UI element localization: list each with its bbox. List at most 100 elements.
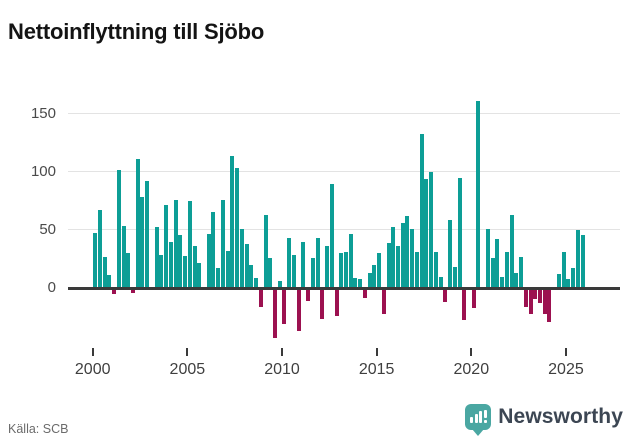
- bar-2011-Q3: [310, 258, 315, 287]
- bar-2021-Q1: [490, 258, 495, 287]
- bar-2012-Q2: [325, 246, 329, 287]
- page-title: Nettoinflyttning till Sjöbo: [8, 18, 265, 44]
- x-axis-tick-2000: [91, 348, 94, 356]
- bar-2000-Q4: [107, 275, 112, 287]
- bar-2009-Q2: [268, 258, 273, 287]
- bar-2013-Q3: [348, 233, 353, 287]
- bar-2005-Q1: [187, 201, 192, 287]
- bar-2007-Q3: [235, 167, 240, 287]
- gridline-100: [68, 171, 620, 172]
- bar-2010-Q4: [296, 289, 301, 332]
- bar-2023-Q1: [528, 289, 533, 314]
- x-axis-tick-label: 2015: [358, 361, 395, 378]
- bar-2005-Q3: [197, 262, 202, 287]
- bar-2022-Q4: [523, 289, 528, 307]
- bar-2002-Q4: [145, 181, 150, 287]
- bar-2003-Q4: [164, 204, 169, 287]
- x-axis-tick-2025: [564, 348, 567, 356]
- bar-2015-Q2: [381, 289, 386, 314]
- icon-exclamation-dot: [483, 420, 487, 423]
- bar-2023-Q4: [542, 289, 547, 314]
- bar-2002-Q2: [135, 159, 140, 287]
- zero-axis-line: [68, 287, 620, 290]
- x-axis-tick-2020: [470, 348, 473, 356]
- bar-2016-Q1: [396, 246, 400, 287]
- gridline-150: [68, 113, 620, 114]
- bar-2019-Q2: [457, 178, 462, 287]
- bar-2002-Q3: [140, 196, 145, 287]
- bar-2018-Q4: [448, 219, 452, 287]
- bar-2008-Q3: [254, 277, 258, 287]
- bar-2016-Q2: [400, 223, 405, 287]
- x-axis-tick-label: 2020: [453, 361, 490, 378]
- y-axis-tick-label: 150: [30, 105, 56, 122]
- bar-2012-Q1: [320, 289, 325, 319]
- bar-2004-Q4: [183, 255, 187, 287]
- bar-2008-Q2: [249, 265, 254, 287]
- bar-2025-Q1: [566, 278, 571, 287]
- x-axis-tick-label: 2025: [548, 361, 584, 378]
- bar-2011-Q2: [306, 289, 311, 302]
- bar-2006-Q2: [211, 211, 216, 287]
- bar-2014-Q1: [358, 278, 363, 287]
- bar-2010-Q2: [287, 238, 292, 287]
- x-axis-tick-2005: [186, 348, 189, 356]
- bar-2021-Q3: [500, 276, 505, 287]
- bar-2001-Q3: [121, 225, 126, 287]
- bar-2025-Q4: [580, 234, 585, 287]
- bar-2010-Q3: [291, 254, 296, 287]
- bar-2001-Q4: [126, 253, 131, 287]
- bar-2019-Q3: [462, 289, 467, 320]
- bar-2025-Q2: [571, 268, 576, 287]
- x-axis-tick-label: 2005: [169, 361, 206, 378]
- bar-2001-Q1: [112, 289, 116, 295]
- bar-2006-Q1: [206, 233, 211, 287]
- bar-2002-Q1: [131, 289, 135, 293]
- bar-2024-Q3: [556, 274, 561, 287]
- bar-2008-Q1: [244, 244, 249, 287]
- bar-2013-Q4: [353, 277, 358, 287]
- bar-2004-Q1: [168, 241, 173, 287]
- bar-2017-Q1: [414, 252, 419, 287]
- bar-2007-Q1: [225, 251, 230, 287]
- bar-2005-Q2: [192, 246, 197, 287]
- bar-2015-Q3: [386, 242, 391, 287]
- bar-2018-Q1: [433, 252, 438, 287]
- bar-2023-Q2: [533, 289, 538, 299]
- bar-2012-Q4: [334, 289, 339, 317]
- bar-2018-Q3: [443, 289, 448, 303]
- bar-2023-Q3: [538, 289, 542, 304]
- bar-2001-Q2: [116, 169, 121, 287]
- icon-bar-small: [470, 417, 474, 423]
- source-note: Källa: SCB: [8, 422, 69, 436]
- bar-2000-Q2: [97, 210, 102, 287]
- bar-2024-Q4: [561, 252, 566, 287]
- bar-2009-Q4: [277, 281, 282, 287]
- speech-bubble-pointer: [472, 429, 485, 436]
- x-axis-tick-2010: [281, 348, 283, 356]
- newsworthy-speech-bubble-chart-icon: [465, 404, 492, 436]
- bar-2022-Q3: [519, 256, 523, 287]
- bar-2015-Q4: [391, 226, 396, 287]
- bar-2016-Q3: [405, 216, 410, 287]
- gridline-50: [68, 229, 620, 230]
- bar-2003-Q2: [154, 226, 159, 287]
- bar-2004-Q3: [178, 234, 183, 287]
- bar-2013-Q1: [339, 253, 344, 287]
- x-axis-tick-label: 2010: [264, 361, 300, 378]
- bar-2014-Q2: [362, 289, 367, 298]
- bar-2009-Q1: [263, 215, 268, 287]
- bar-2003-Q3: [159, 254, 164, 287]
- icon-exclamation-bar: [483, 410, 487, 418]
- bar-2006-Q3: [216, 268, 221, 287]
- bar-2021-Q4: [504, 252, 509, 287]
- bar-2017-Q3: [424, 179, 429, 287]
- bar-2020-Q1: [471, 289, 476, 309]
- x-axis-tick-2015: [375, 348, 378, 356]
- bar-2015-Q1: [377, 253, 382, 287]
- y-axis-tick-label: 0: [47, 279, 56, 296]
- bar-2018-Q2: [438, 276, 443, 287]
- bar-2020-Q4: [485, 229, 490, 287]
- bar-2011-Q1: [301, 241, 306, 287]
